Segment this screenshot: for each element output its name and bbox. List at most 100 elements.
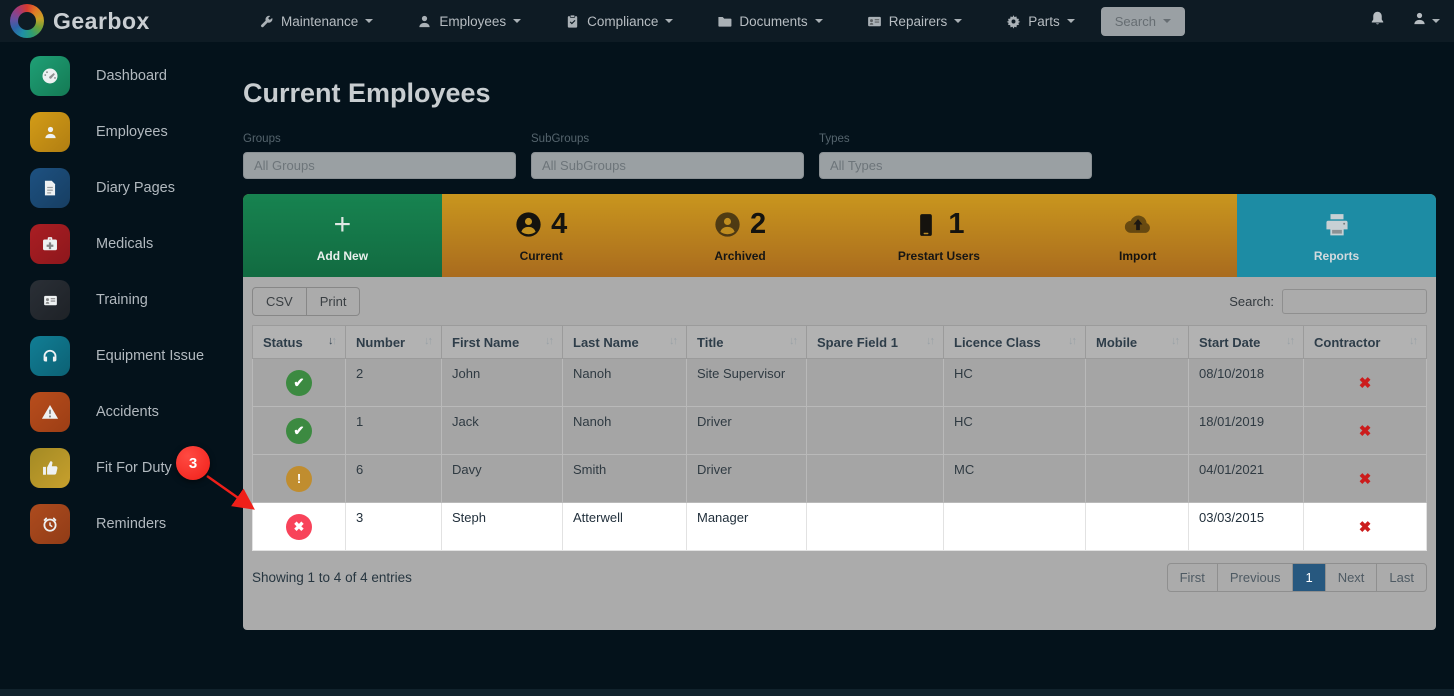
plus-icon: +	[334, 211, 352, 239]
print-button[interactable]: Print	[307, 287, 361, 316]
chevron-down-icon	[513, 19, 521, 23]
thumbs-up-icon	[30, 448, 70, 488]
table-cell: Smith	[563, 455, 687, 503]
column-header-licence-class[interactable]: Licence Class↓↑	[944, 326, 1086, 359]
column-header-mobile[interactable]: Mobile↓↑	[1086, 326, 1189, 359]
clipboard-icon	[565, 14, 580, 29]
contractor-no-icon: ✖	[1359, 375, 1372, 392]
nav-item-employees[interactable]: Employees	[417, 14, 521, 29]
id-card-icon	[867, 14, 882, 29]
sidebar-item-equipment-issue[interactable]: Equipment Issue	[30, 336, 243, 376]
employees-table: Status↓↑Number↓↑First Name↓↑Last Name↓↑T…	[252, 325, 1427, 551]
filter-select-subgroups[interactable]: All SubGroups	[531, 152, 804, 179]
filter-select-types[interactable]: All Types	[819, 152, 1092, 179]
sort-icon: ↓↑	[424, 335, 431, 347]
nav-item-maintenance[interactable]: Maintenance	[259, 14, 373, 29]
search-button[interactable]: Search	[1101, 7, 1185, 36]
employee-row-john-nanoh[interactable]: ✔2JohnNanohSite SupervisorHC08/10/2018✖	[253, 359, 1427, 407]
filter-subgroups: SubGroups All SubGroups	[531, 133, 804, 179]
add-new-button[interactable]: + Add New	[243, 194, 442, 277]
filter-types: Types All Types	[819, 133, 1092, 179]
import-label: Import	[1119, 249, 1156, 263]
table-search: Search:	[1229, 289, 1427, 314]
page-button-next[interactable]: Next	[1325, 564, 1377, 591]
warning-icon	[30, 392, 70, 432]
table-cell: Davy	[442, 455, 563, 503]
file-icon	[30, 168, 70, 208]
page-button-previous[interactable]: Previous	[1217, 564, 1293, 591]
table-cell: Nanoh	[563, 407, 687, 455]
column-header-last-name[interactable]: Last Name↓↑	[563, 326, 687, 359]
sort-icon: ↓↑	[328, 335, 335, 347]
page-button-last[interactable]: Last	[1376, 564, 1426, 591]
column-header-title[interactable]: Title↓↑	[687, 326, 807, 359]
column-header-spare-field-1[interactable]: Spare Field 1↓↑	[807, 326, 944, 359]
annotation-step-number: 3	[189, 455, 197, 472]
sort-icon: ↓↑	[1171, 335, 1178, 347]
table-cell: 6	[346, 455, 442, 503]
nav-item-repairers[interactable]: Repairers	[867, 14, 963, 29]
stat-prestart-users[interactable]: 1 Prestart Users	[839, 194, 1038, 277]
column-header-contractor[interactable]: Contractor↓↑	[1304, 326, 1427, 359]
table-cell	[807, 359, 944, 407]
annotation-step-badge: 3	[176, 446, 210, 480]
sidebar-item-accidents[interactable]: Accidents	[30, 392, 243, 432]
sidebar-item-training[interactable]: Training	[30, 280, 243, 320]
cloud-upload-icon	[1123, 210, 1153, 240]
sidebar-item-employees[interactable]: Employees	[30, 112, 243, 152]
wrench-icon	[259, 14, 274, 29]
user-menu[interactable]	[1412, 11, 1440, 31]
status-active-icon: ✔	[286, 418, 312, 444]
add-new-label: Add New	[317, 249, 368, 263]
column-header-start-date[interactable]: Start Date↓↑	[1189, 326, 1304, 359]
sidebar-item-dashboard[interactable]: Dashboard	[30, 56, 243, 96]
employee-row-jack-nanoh[interactable]: ✔1JackNanohDriverHC18/01/2019✖	[253, 407, 1427, 455]
table-cell: 3	[346, 503, 442, 551]
table-cell: Manager	[687, 503, 807, 551]
page-button-first[interactable]: First	[1168, 564, 1217, 591]
column-header-first-name[interactable]: First Name↓↑	[442, 326, 563, 359]
employee-row-davy-smith[interactable]: !6DavySmithDriverMC04/01/2021✖	[253, 455, 1427, 503]
sidebar-item-medicals[interactable]: Medicals	[30, 224, 243, 264]
printer-icon	[1324, 212, 1350, 238]
table-search-input[interactable]	[1282, 289, 1427, 314]
gearbox-logo-icon	[10, 4, 44, 38]
page-button-1[interactable]: 1	[1292, 564, 1324, 591]
nav-item-parts[interactable]: Parts	[1006, 14, 1075, 29]
table-footer: Showing 1 to 4 of 4 entries FirstPreviou…	[252, 563, 1427, 592]
sidebar-item-reminders[interactable]: Reminders	[30, 504, 243, 544]
user-circle-icon	[714, 211, 741, 238]
brand[interactable]: Gearbox	[10, 4, 243, 38]
employee-row-steph-atterwell[interactable]: ✖3StephAtterwellManager03/03/2015✖	[253, 503, 1427, 551]
stat-archived[interactable]: 2 Archived	[641, 194, 840, 277]
id-card-icon	[30, 280, 70, 320]
column-header-number[interactable]: Number↓↑	[346, 326, 442, 359]
status-warning-icon: !	[286, 466, 312, 492]
table-cell: Driver	[687, 407, 807, 455]
table-cell: ✖	[253, 503, 346, 551]
nav-item-compliance[interactable]: Compliance	[565, 14, 673, 29]
table-cell: HC	[944, 359, 1086, 407]
stat-current[interactable]: 4 Current	[442, 194, 641, 277]
table-cell: ✖	[1304, 503, 1427, 551]
import-button[interactable]: Import	[1038, 194, 1237, 277]
csv-button[interactable]: CSV	[252, 287, 307, 316]
notifications-bell-icon[interactable]	[1369, 10, 1386, 32]
chevron-down-icon	[815, 19, 823, 23]
table-cell: Steph	[442, 503, 563, 551]
filter-groups: Groups All Groups	[243, 133, 516, 179]
sidebar: Dashboard Employees Diary Pages Medicals…	[0, 42, 243, 630]
sort-icon: ↓↑	[545, 335, 552, 347]
alarm-icon	[30, 504, 70, 544]
table-cell	[807, 503, 944, 551]
table-cell	[1086, 455, 1189, 503]
sidebar-item-fit-for-duty[interactable]: Fit For Duty	[30, 448, 243, 488]
employees-table-card: CSV Print Search: Status↓↑Number↓↑First …	[243, 277, 1436, 630]
filter-select-groups[interactable]: All Groups	[243, 152, 516, 179]
sidebar-item-diary-pages[interactable]: Diary Pages	[30, 168, 243, 208]
column-header-status[interactable]: Status↓↑	[253, 326, 346, 359]
sort-icon: ↓↑	[789, 335, 796, 347]
table-cell: 2	[346, 359, 442, 407]
reports-button[interactable]: Reports	[1237, 194, 1436, 277]
nav-item-documents[interactable]: Documents	[717, 14, 822, 29]
